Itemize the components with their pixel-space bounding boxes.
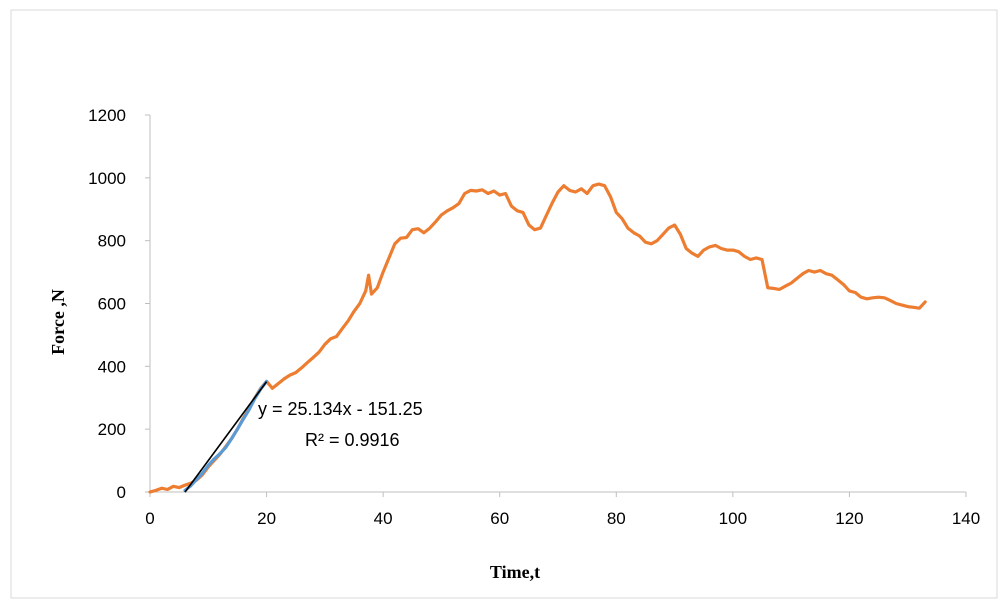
x-tick-label: 100 xyxy=(719,509,747,528)
x-tick-label: 0 xyxy=(145,509,154,528)
y-axis-title: Force ,N xyxy=(48,289,68,355)
y-tick-label: 0 xyxy=(117,483,126,502)
y-axis-ticks: 0 200 400 600 800 1000 1200 xyxy=(88,106,150,502)
trendline-equation: y = 25.134x - 151.25 xyxy=(258,399,423,419)
y-tick-label: 800 xyxy=(98,232,126,251)
y-tick-label: 400 xyxy=(98,357,126,376)
x-axis-ticks: 0 20 40 60 80 100 120 140 xyxy=(145,492,980,528)
series-line-2 xyxy=(183,379,269,492)
y-tick-label: 1200 xyxy=(88,106,126,125)
trendline-r-squared: R² = 0.9916 xyxy=(305,430,400,450)
x-tick-label: 80 xyxy=(607,509,626,528)
x-tick-label: 120 xyxy=(835,509,863,528)
y-tick-label: 200 xyxy=(98,420,126,439)
y-tick-label: 600 xyxy=(98,295,126,314)
x-axis-title: Time,t xyxy=(490,562,540,582)
x-tick-label: 60 xyxy=(490,509,509,528)
series-layer xyxy=(148,182,927,494)
x-tick-label: 20 xyxy=(257,509,276,528)
y-tick-label: 1000 xyxy=(88,169,126,188)
series-line-1 xyxy=(148,182,927,494)
x-tick-label: 40 xyxy=(374,509,393,528)
x-tick-label: 140 xyxy=(952,509,980,528)
chart-area xyxy=(10,9,998,599)
trendline xyxy=(184,381,268,493)
